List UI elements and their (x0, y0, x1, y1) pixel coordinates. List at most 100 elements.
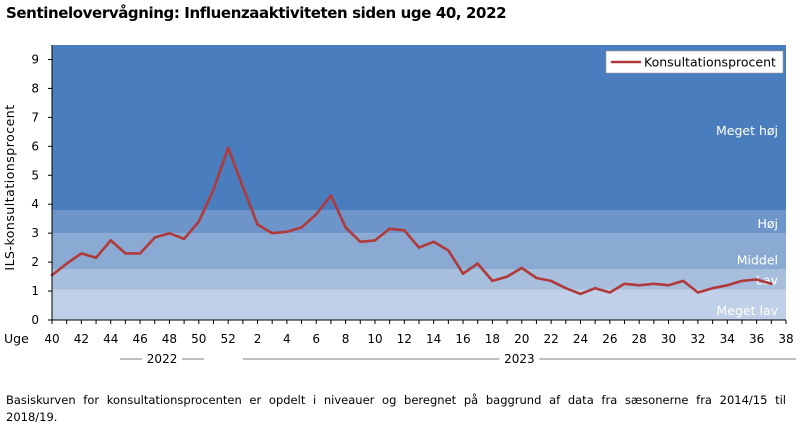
data-point (65, 262, 68, 265)
data-point (740, 279, 744, 283)
y-tick-label: 8 (31, 81, 39, 95)
x-tick-label: 52 (221, 332, 236, 346)
y-axis-label: ILS-konsultationsprocent (2, 104, 17, 270)
band-label: Lav (756, 273, 779, 288)
data-point (168, 232, 171, 235)
band-label: Høj (757, 216, 778, 231)
data-point (594, 287, 597, 290)
data-point (285, 230, 289, 233)
x-tick-label: 22 (543, 332, 558, 346)
chart-title: Sentinelovervågning: Influenzaaktivitete… (6, 4, 507, 22)
data-point (80, 252, 83, 255)
band-0 (52, 289, 786, 320)
data-point (359, 240, 362, 243)
y-tick-label: 6 (31, 139, 39, 153)
x-tick-label: 40 (44, 332, 59, 346)
data-point (476, 262, 479, 265)
band-2 (52, 233, 786, 270)
x-tick-label: 18 (485, 332, 500, 346)
x-tick-label: 38 (778, 332, 793, 346)
x-tick-label: 14 (426, 332, 441, 346)
x-tick-label: 4 (283, 332, 291, 346)
x-tick-label: 48 (162, 332, 177, 346)
data-point (652, 282, 656, 285)
data-point (579, 292, 582, 296)
data-point (256, 223, 259, 226)
x-tick-label: 6 (312, 332, 320, 346)
x-tick-label: 28 (632, 332, 647, 346)
x-tick-label: 50 (191, 332, 206, 346)
data-point (726, 284, 729, 287)
legend-box (605, 50, 784, 74)
x-tick-label: 10 (367, 332, 382, 346)
y-tick-label: 1 (31, 284, 39, 298)
data-point (682, 279, 685, 283)
year-label: 2023 (504, 352, 535, 366)
band-label: Middel (737, 252, 778, 267)
data-point (520, 266, 523, 270)
data-point (403, 229, 406, 232)
x-tick-label: 16 (455, 332, 470, 346)
data-point (491, 279, 494, 283)
x-tick-label: 42 (74, 332, 89, 346)
data-point (535, 276, 538, 280)
y-tick-label: 0 (31, 313, 39, 327)
data-point (447, 249, 450, 252)
year-label: 2022 (147, 352, 178, 366)
x-tick-label: 34 (720, 332, 735, 346)
data-point (94, 256, 98, 259)
x-tick-label: 20 (514, 332, 529, 346)
data-point (638, 284, 641, 287)
y-tick-label: 3 (31, 226, 39, 240)
data-point (124, 252, 127, 255)
data-point (711, 287, 714, 290)
data-point (271, 232, 274, 235)
data-point (549, 279, 553, 283)
x-axis-label: Uge (4, 331, 29, 346)
x-tick-label: 32 (690, 332, 705, 346)
data-point (755, 278, 758, 281)
data-point (241, 185, 244, 188)
data-point (197, 220, 200, 223)
band-1 (52, 269, 786, 290)
data-point (153, 236, 156, 239)
data-point (432, 240, 435, 243)
data-point (564, 287, 567, 290)
data-point (373, 239, 377, 242)
data-point (608, 291, 611, 294)
y-tick-label: 2 (31, 255, 39, 269)
x-tick-label: 36 (749, 332, 764, 346)
y-tick-label: 4 (31, 197, 39, 211)
data-point (344, 226, 347, 229)
data-point (417, 246, 421, 249)
series-line-0 (50, 146, 773, 296)
band-label: Meget høj (716, 123, 778, 138)
y-tick-label: 7 (31, 110, 39, 124)
data-point (696, 291, 700, 294)
data-point (109, 239, 112, 242)
data-point (667, 284, 670, 287)
data-point (770, 282, 773, 285)
x-tick-label: 30 (661, 332, 676, 346)
x-tick-label: 2 (254, 332, 262, 346)
footnote: Basiskurven for konsultationsprocenten e… (6, 393, 786, 424)
data-point (505, 275, 509, 278)
x-tick-label: 26 (602, 332, 617, 346)
data-point (623, 282, 626, 285)
data-point (461, 272, 465, 275)
legend-label: Konsultationsprocent (644, 55, 776, 70)
x-tick-label: 12 (397, 332, 412, 346)
data-point (388, 227, 391, 230)
x-tick-label: 44 (103, 332, 118, 346)
y-tick-label: 9 (31, 52, 39, 66)
x-tick-label: 46 (132, 332, 147, 346)
band-label: Meget lav (716, 303, 778, 318)
legend: Konsultationsprocent (605, 50, 784, 74)
data-point (315, 213, 318, 216)
x-tick-label: 24 (573, 332, 588, 346)
x-tick-label: 8 (342, 332, 350, 346)
data-point (182, 237, 186, 241)
data-point (138, 252, 142, 255)
data-point (227, 146, 230, 149)
